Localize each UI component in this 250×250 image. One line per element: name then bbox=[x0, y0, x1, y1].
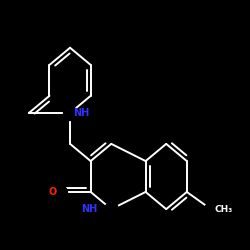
Text: CH₃: CH₃ bbox=[214, 204, 233, 214]
Text: NH: NH bbox=[74, 108, 90, 118]
Text: NH: NH bbox=[81, 204, 98, 214]
Text: O: O bbox=[48, 187, 56, 197]
